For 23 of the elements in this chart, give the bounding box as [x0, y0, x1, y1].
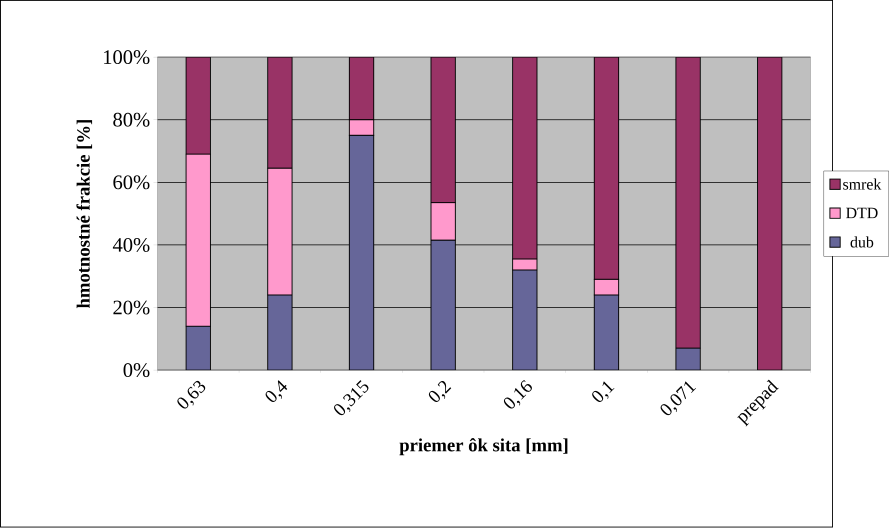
legend-label: DTD: [846, 208, 878, 218]
x-axis-title: priemer ôk sita [mm]: [399, 438, 568, 456]
bar: [348, 135, 374, 370]
x-tick-label: 0,1: [592, 382, 614, 402]
y-tick-label: 60%: [113, 176, 150, 190]
bar: [594, 294, 620, 370]
legend-label: dub: [850, 236, 874, 248]
y-tick-label: 100%: [104, 50, 150, 64]
bar: [675, 348, 701, 370]
y-tick-label: 20%: [113, 300, 150, 315]
x-tick-label: 0,63: [177, 381, 206, 409]
legend-label: smrek: [843, 178, 882, 190]
y-tick-label: 0%: [124, 363, 150, 378]
x-tick-label: 0,2: [428, 381, 452, 402]
x-tick-label: 0,4: [266, 380, 288, 402]
bar: [430, 240, 456, 370]
bar: [186, 326, 211, 370]
bar: [267, 294, 293, 370]
y-axis-title: hmotnostné frakcie [%]: [76, 120, 92, 308]
bar: [512, 270, 538, 370]
y-tick-label: 80%: [113, 112, 150, 127]
x-tick-label: 0,16: [504, 380, 532, 409]
y-tick-label: 40%: [112, 238, 150, 252]
